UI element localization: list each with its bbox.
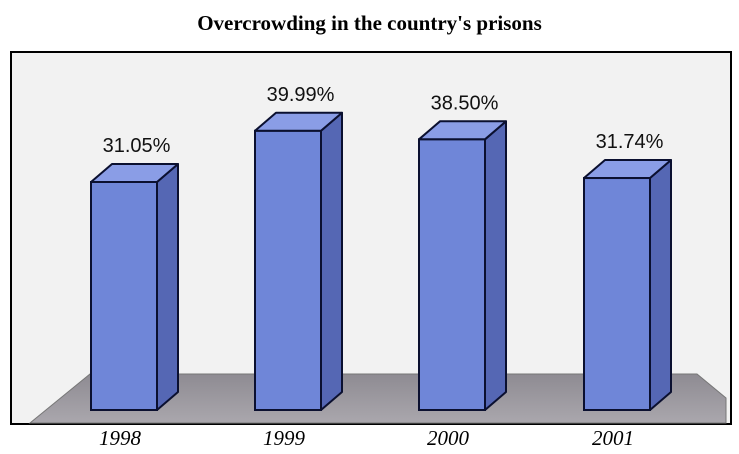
chart-title: Overcrowding in the country's prisons [197,11,542,35]
bar-2001: 31.74% [583,131,672,411]
bar-top-face [418,120,507,141]
x-tick-label: 2000 [427,426,470,450]
bar-side-face [649,159,672,411]
bar-front-face [90,181,158,411]
bar-top-face [254,111,343,132]
bar-1999: 39.99% [254,84,343,411]
x-tick-label: 2001 [592,426,634,450]
bar-front-face [254,129,322,411]
bars: 31.05% 39.99% 38.50% 31.74% [90,84,672,411]
data-label: 38.50% [431,92,499,114]
bar-side-face [484,120,507,411]
bar-top-face [90,163,179,183]
x-tick-label: 1998 [99,426,142,450]
bar-1998: 31.05% [90,135,179,411]
x-tick-label: 1999 [263,426,306,450]
bar-front-face [583,177,651,411]
bar-side-face [320,111,343,411]
bar-side-face [156,163,179,411]
bar-2000: 38.50% [418,92,507,411]
bar-top-face [583,159,672,180]
data-label: 31.74% [596,131,664,153]
chart-floor [28,373,727,424]
data-label: 31.05% [103,135,171,157]
bar-front-face [418,138,486,411]
data-label: 39.99% [267,84,335,106]
